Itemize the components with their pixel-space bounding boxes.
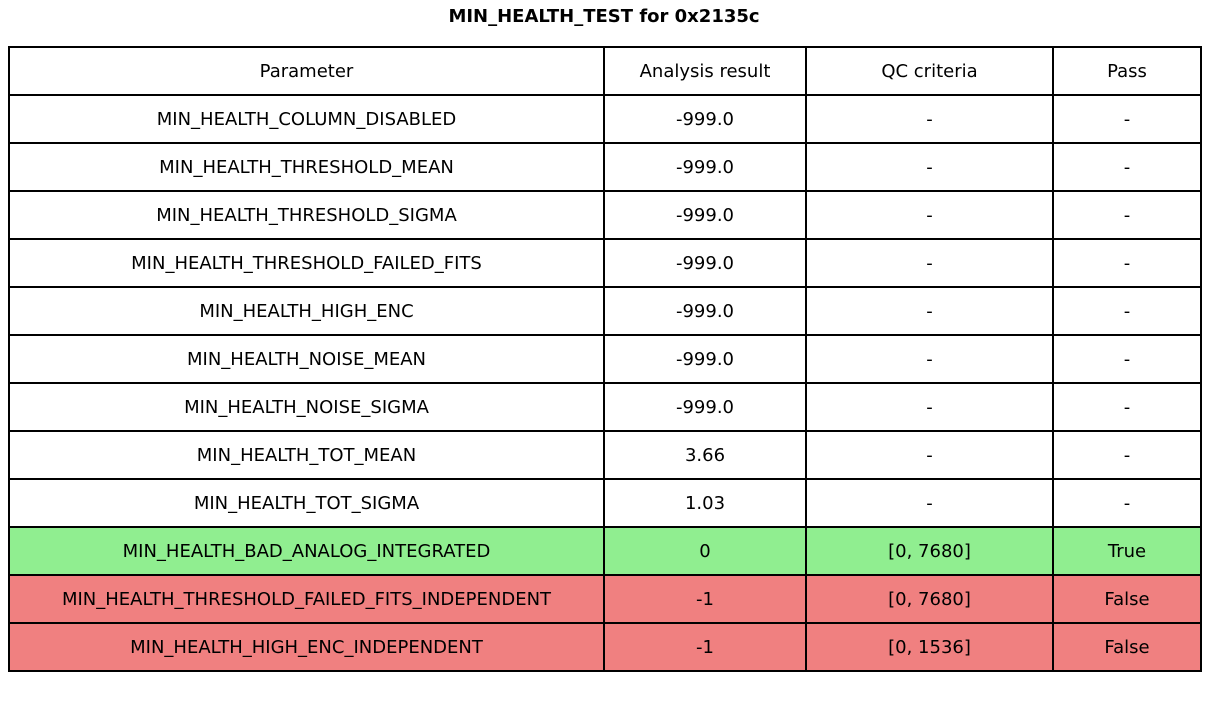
column-header-qc-criteria: QC criteria bbox=[805, 46, 1054, 96]
column-header-parameter: Parameter bbox=[8, 46, 605, 96]
pass-cell: - bbox=[1052, 430, 1202, 480]
qc-results-table: Parameter Analysis result QC criteria Pa… bbox=[8, 46, 1202, 672]
analysis-result-cell: -1 bbox=[603, 622, 807, 672]
parameter-cell: MIN_HEALTH_THRESHOLD_SIGMA bbox=[8, 190, 605, 240]
table-row: MIN_HEALTH_THRESHOLD_SIGMA -999.0 - - bbox=[8, 190, 1202, 240]
qc-criteria-cell: - bbox=[805, 286, 1054, 336]
qc-criteria-cell: - bbox=[805, 478, 1054, 528]
analysis-result-cell: -999.0 bbox=[603, 94, 807, 144]
qc-criteria-cell: - bbox=[805, 334, 1054, 384]
analysis-result-cell: -999.0 bbox=[603, 142, 807, 192]
qc-criteria-cell: - bbox=[805, 430, 1054, 480]
column-header-pass: Pass bbox=[1052, 46, 1202, 96]
parameter-cell: MIN_HEALTH_THRESHOLD_FAILED_FITS_INDEPEN… bbox=[8, 574, 605, 624]
pass-cell: - bbox=[1052, 286, 1202, 336]
pass-cell: True bbox=[1052, 526, 1202, 576]
table-row: MIN_HEALTH_TOT_SIGMA 1.03 - - bbox=[8, 478, 1202, 528]
qc-criteria-cell: [0, 1536] bbox=[805, 622, 1054, 672]
pass-cell: - bbox=[1052, 190, 1202, 240]
table-row: MIN_HEALTH_NOISE_SIGMA -999.0 - - bbox=[8, 382, 1202, 432]
pass-cell: - bbox=[1052, 238, 1202, 288]
table-row: MIN_HEALTH_THRESHOLD_FAILED_FITS -999.0 … bbox=[8, 238, 1202, 288]
qc-criteria-cell: - bbox=[805, 94, 1054, 144]
analysis-result-cell: 0 bbox=[603, 526, 807, 576]
parameter-cell: MIN_HEALTH_BAD_ANALOG_INTEGRATED bbox=[8, 526, 605, 576]
parameter-cell: MIN_HEALTH_NOISE_SIGMA bbox=[8, 382, 605, 432]
qc-criteria-cell: - bbox=[805, 142, 1054, 192]
analysis-result-cell: 1.03 bbox=[603, 478, 807, 528]
pass-cell: - bbox=[1052, 478, 1202, 528]
analysis-result-cell: -999.0 bbox=[603, 238, 807, 288]
pass-cell: False bbox=[1052, 622, 1202, 672]
parameter-cell: MIN_HEALTH_HIGH_ENC bbox=[8, 286, 605, 336]
report-title: MIN_HEALTH_TEST for 0x2135c bbox=[448, 6, 760, 27]
qc-criteria-cell: - bbox=[805, 382, 1054, 432]
parameter-cell: MIN_HEALTH_THRESHOLD_FAILED_FITS bbox=[8, 238, 605, 288]
analysis-result-cell: -999.0 bbox=[603, 334, 807, 384]
table-row-pass-false: MIN_HEALTH_THRESHOLD_FAILED_FITS_INDEPEN… bbox=[8, 574, 1202, 624]
pass-cell: False bbox=[1052, 574, 1202, 624]
qc-criteria-cell: - bbox=[805, 238, 1054, 288]
table-row: MIN_HEALTH_NOISE_MEAN -999.0 - - bbox=[8, 334, 1202, 384]
analysis-result-cell: -999.0 bbox=[603, 382, 807, 432]
analysis-result-cell: 3.66 bbox=[603, 430, 807, 480]
table-row: MIN_HEALTH_TOT_MEAN 3.66 - - bbox=[8, 430, 1202, 480]
pass-cell: - bbox=[1052, 382, 1202, 432]
pass-cell: - bbox=[1052, 94, 1202, 144]
column-header-analysis-result: Analysis result bbox=[603, 46, 807, 96]
parameter-cell: MIN_HEALTH_TOT_SIGMA bbox=[8, 478, 605, 528]
analysis-result-cell: -999.0 bbox=[603, 286, 807, 336]
parameter-cell: MIN_HEALTH_COLUMN_DISABLED bbox=[8, 94, 605, 144]
parameter-cell: MIN_HEALTH_TOT_MEAN bbox=[8, 430, 605, 480]
table-row: MIN_HEALTH_HIGH_ENC -999.0 - - bbox=[8, 286, 1202, 336]
table-row: MIN_HEALTH_COLUMN_DISABLED -999.0 - - bbox=[8, 94, 1202, 144]
header-row: Parameter Analysis result QC criteria Pa… bbox=[8, 46, 1202, 96]
pass-cell: - bbox=[1052, 142, 1202, 192]
table-row: MIN_HEALTH_THRESHOLD_MEAN -999.0 - - bbox=[8, 142, 1202, 192]
qc-criteria-cell: - bbox=[805, 190, 1054, 240]
pass-cell: - bbox=[1052, 334, 1202, 384]
table-row-pass-false: MIN_HEALTH_HIGH_ENC_INDEPENDENT -1 [0, 1… bbox=[8, 622, 1202, 672]
qc-criteria-cell: [0, 7680] bbox=[805, 526, 1054, 576]
parameter-cell: MIN_HEALTH_NOISE_MEAN bbox=[8, 334, 605, 384]
analysis-result-cell: -1 bbox=[603, 574, 807, 624]
parameter-cell: MIN_HEALTH_HIGH_ENC_INDEPENDENT bbox=[8, 622, 605, 672]
qc-criteria-cell: [0, 7680] bbox=[805, 574, 1054, 624]
analysis-result-cell: -999.0 bbox=[603, 190, 807, 240]
parameter-cell: MIN_HEALTH_THRESHOLD_MEAN bbox=[8, 142, 605, 192]
table-row-pass-true: MIN_HEALTH_BAD_ANALOG_INTEGRATED 0 [0, 7… bbox=[8, 526, 1202, 576]
